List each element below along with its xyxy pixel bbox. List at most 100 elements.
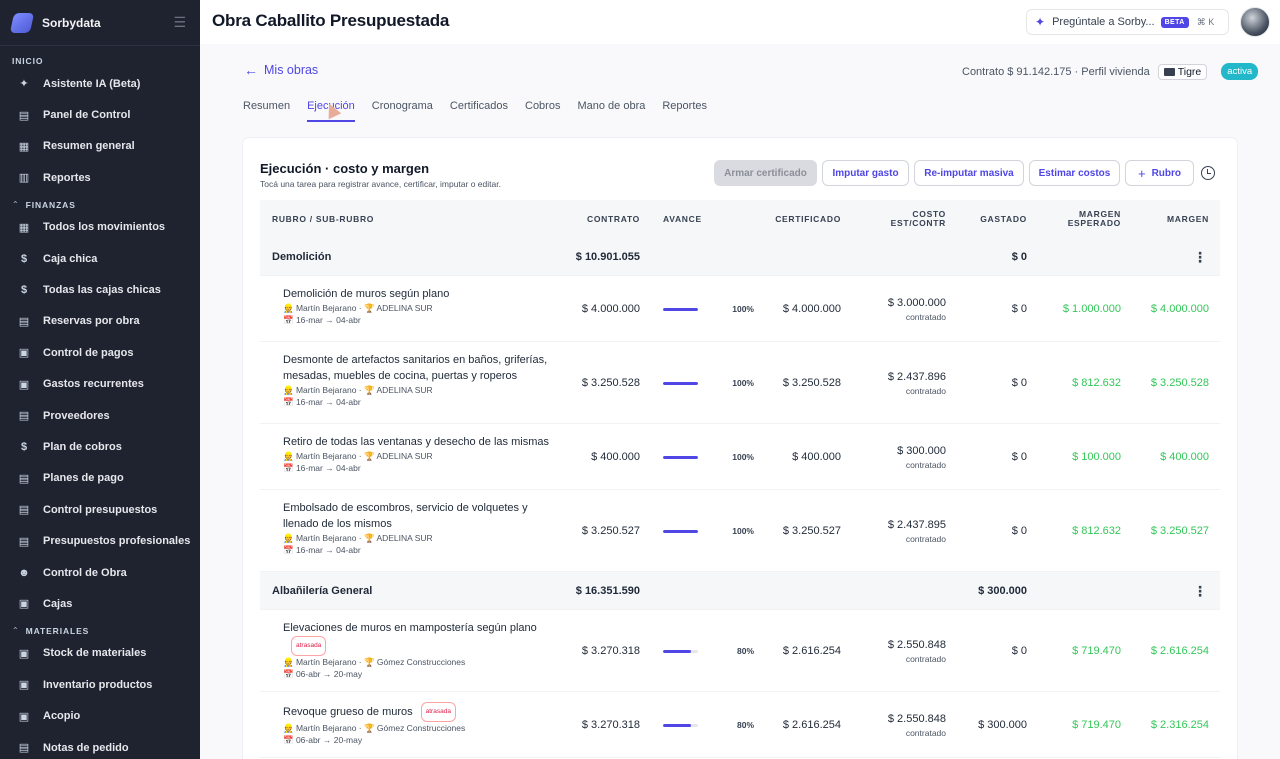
sidebar-item[interactable]: ▦ Todos los movimientos bbox=[0, 212, 200, 243]
sidebar-item[interactable]: ▦ Resumen general bbox=[0, 131, 200, 162]
grid-icon: ▦ bbox=[18, 221, 30, 234]
costo-value: $ 2.550.848 bbox=[887, 638, 946, 651]
sidebar-item-label: Presupuestos profesionales bbox=[43, 535, 191, 548]
group-name: Albañilería General bbox=[272, 585, 373, 597]
sidebar-item[interactable]: ▤ Reservas por obra bbox=[0, 306, 200, 337]
certificado-value: $ 4.000.000 bbox=[782, 303, 841, 315]
sidebar-item[interactable]: ▤ Planes de pago bbox=[0, 463, 200, 494]
gastado-value: $ 0 bbox=[1011, 451, 1027, 463]
margen-value: $ 3.250.528 bbox=[1150, 377, 1209, 389]
task-info: Revoque grueso de muros atrasada 👷 Martín … bbox=[283, 702, 558, 746]
avance-percent: 100% bbox=[732, 526, 754, 536]
group-row[interactable]: Demolición $ 10.901.055 $ 0 ⋮ bbox=[260, 238, 1220, 276]
history-icon[interactable] bbox=[1201, 166, 1215, 180]
ask-sorby-button[interactable]: ✦ Pregúntale a Sorby... BETA ⌘ K bbox=[1026, 9, 1229, 35]
sidebar-item[interactable]: $ Plan de cobros bbox=[0, 431, 200, 462]
collapse-sidebar-icon[interactable]: ☰ bbox=[173, 14, 186, 30]
sidebar-item[interactable]: $ Caja chica bbox=[0, 243, 200, 274]
avance-percent: 80% bbox=[736, 720, 754, 730]
group-contrato: $ 16.351.590 bbox=[575, 585, 640, 597]
reimputar-masiva-button[interactable]: Re-imputar masiva bbox=[914, 160, 1024, 186]
sidebar-section-text: INICIO bbox=[12, 56, 44, 66]
sidebar-item[interactable]: ▣ Inventario productos bbox=[0, 669, 200, 700]
gastado-value: $ 0 bbox=[1011, 377, 1027, 389]
arrow-left-icon: ← bbox=[244, 62, 258, 78]
table-row[interactable]: Embolsado de escombros, servicio de volq… bbox=[260, 490, 1220, 572]
task-name-text: Retiro de todas las ventanas y desecho d… bbox=[283, 436, 549, 448]
margen-esperado-value: $ 100.000 bbox=[1072, 451, 1121, 463]
costo-value: $ 3.000.000 bbox=[887, 296, 946, 309]
chevron-icon: ⌃ bbox=[12, 626, 20, 636]
tab-0[interactable]: Resumen bbox=[243, 100, 291, 112]
contract-summary: Contrato $ 91.142.175 · Perfil vivienda bbox=[962, 65, 1150, 78]
more-options-icon[interactable]: ⋮ bbox=[1193, 248, 1207, 265]
sidebar-item-label: Acopio bbox=[43, 710, 81, 723]
tab-1[interactable]: Ejecución bbox=[307, 100, 355, 122]
tab-5[interactable]: Mano de obra bbox=[577, 100, 646, 112]
sidebar-item[interactable]: ▣ Stock de materiales bbox=[0, 638, 200, 669]
location-chip: Tigre bbox=[1157, 63, 1208, 80]
sidebar-item[interactable]: ▣ Cajas bbox=[0, 588, 200, 619]
sidebar-item[interactable]: ▥ Reportes bbox=[0, 162, 200, 193]
progress-track bbox=[663, 307, 698, 311]
tab-3[interactable]: Certificados bbox=[449, 100, 508, 112]
tab-4[interactable]: Cobros bbox=[525, 100, 561, 112]
table-row[interactable]: Demolición de muros según plano 👷 Martín … bbox=[260, 276, 1220, 342]
dollar-icon: $ bbox=[20, 440, 28, 453]
group-row[interactable]: Albañilería General $ 16.351.590 $ 300.000… bbox=[260, 572, 1220, 610]
contrato-value: $ 4.000.000 bbox=[581, 303, 640, 315]
users-icon: ☻ bbox=[18, 566, 30, 579]
gastado-value: $ 0 bbox=[1011, 525, 1027, 537]
avance-percent: 100% bbox=[732, 452, 754, 462]
costo-cell: $ 3.000.000 contratado bbox=[850, 276, 946, 342]
imputar-gasto-button[interactable]: Imputar gasto bbox=[822, 160, 909, 186]
progress-track bbox=[663, 649, 698, 653]
sidebar-item-label: Todas las cajas chicas bbox=[43, 284, 161, 297]
back-link-label: Mis obras bbox=[264, 63, 319, 77]
add-rubro-button[interactable]: + Rubro bbox=[1125, 160, 1194, 186]
back-link[interactable]: ← Mis obras bbox=[244, 62, 318, 78]
sidebar-item[interactable]: ▣ Acopio bbox=[0, 700, 200, 731]
shortcut-hint: ⌘ K bbox=[1196, 16, 1215, 27]
sidebar-item-label: Reservas por obra bbox=[43, 315, 140, 328]
table-row[interactable]: Retiro de todas las ventanas y desecho d… bbox=[260, 424, 1220, 490]
tab-2[interactable]: Cronograma bbox=[371, 100, 433, 112]
table-row[interactable]: Desmonte de artefactos sanitarios en bañ… bbox=[260, 342, 1220, 424]
costo-type: contratado bbox=[905, 533, 946, 544]
sidebar-item[interactable]: ▣ Gastos recurrentes bbox=[0, 369, 200, 400]
user-avatar[interactable] bbox=[1240, 7, 1270, 37]
tab-6[interactable]: Reportes bbox=[662, 100, 707, 112]
sidebar-section-label[interactable]: ⌃ MATERIALES bbox=[0, 624, 200, 638]
certificado-value: $ 400.000 bbox=[792, 451, 841, 463]
costo-stack: $ 2.437.895 contratado bbox=[888, 519, 946, 544]
dollar-icon: $ bbox=[20, 284, 28, 297]
avance-bar bbox=[663, 692, 698, 758]
box-icon: ▣ bbox=[18, 679, 30, 692]
progress-fill bbox=[663, 649, 691, 653]
sidebar-item-label: Plan de cobros bbox=[43, 440, 122, 453]
estimar-costos-button[interactable]: Estimar costos bbox=[1029, 160, 1120, 186]
sidebar-item[interactable]: $ Todas las cajas chicas bbox=[0, 274, 200, 305]
group-gastado: $ 300.000 bbox=[978, 585, 1027, 597]
armar-certificado-button[interactable]: Armar certificado bbox=[714, 160, 817, 186]
more-options-icon[interactable]: ⋮ bbox=[1193, 582, 1207, 599]
task-info: Demolición de muros según plano 👷 Martín … bbox=[283, 286, 558, 326]
sidebar-section-label[interactable]: ⌃ FINANZAS bbox=[0, 198, 200, 212]
box-icon: ▣ bbox=[18, 647, 30, 660]
table-row[interactable]: Elevaciones de muros en mampostería segú… bbox=[260, 610, 1220, 692]
task-name: Embolsado de escombros, servicio de volq… bbox=[283, 500, 558, 532]
sidebar-item[interactable]: ☻ Control de Obra bbox=[0, 557, 200, 588]
sidebar-item[interactable]: ▤ Notas de pedido bbox=[0, 732, 200, 759]
table-row[interactable]: Revoque grueso de muros atrasada 👷 Martín … bbox=[260, 692, 1220, 758]
add-rubro-label: Rubro bbox=[1151, 167, 1182, 179]
costo-cell: $ 2.550.848 contratado bbox=[850, 692, 946, 758]
sidebar-item[interactable]: ▤ Presupuestos profesionales bbox=[0, 525, 200, 556]
sidebar-item[interactable]: ▣ Control de pagos bbox=[0, 337, 200, 368]
col-certificado: CERTIFICADO bbox=[775, 213, 841, 224]
margen-esperado-value: $ 1.000.000 bbox=[1062, 303, 1121, 315]
sidebar-item[interactable]: ▤ Proveedores bbox=[0, 400, 200, 431]
box-icon: ▣ bbox=[18, 710, 30, 723]
sidebar-item[interactable]: ▤ Control presupuestos bbox=[0, 494, 200, 525]
sidebar-item[interactable]: ✦ Asistente IA (Beta) bbox=[0, 68, 200, 99]
sidebar-item[interactable]: ▤ Panel de Control bbox=[0, 99, 200, 130]
